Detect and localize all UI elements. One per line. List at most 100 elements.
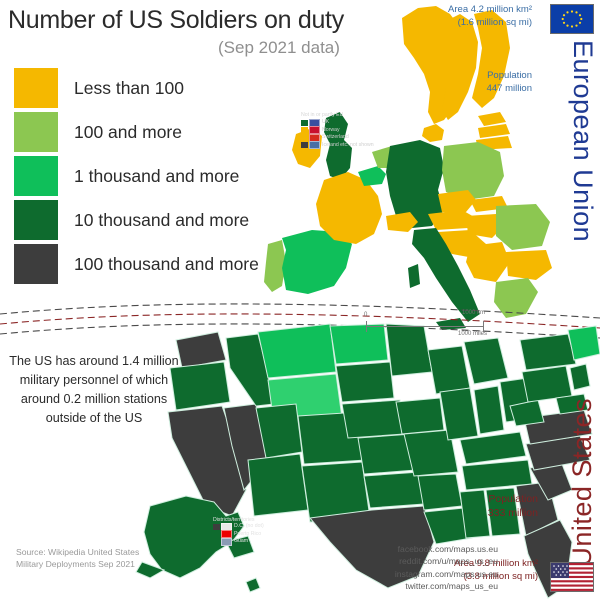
country-sweden-east: [442, 14, 478, 120]
eu-sublegend-row: Iceland etc. not shown: [301, 141, 374, 150]
scale-bar-line: [366, 326, 484, 327]
state-alaska-aleutians: [135, 561, 166, 579]
us-population-label: Population: [488, 493, 538, 505]
country-romania: [496, 204, 550, 250]
country-belgium: [358, 166, 386, 186]
state-indiana: [473, 385, 505, 435]
eu-sublegend-label: Iceland etc. not shown: [322, 141, 374, 148]
state-alabama: [485, 487, 521, 537]
legend-swatch: [14, 244, 58, 284]
state-texas: [309, 505, 435, 589]
us-sublegend-header: Districts/territories: [213, 517, 255, 523]
legend-swatch: [14, 112, 58, 152]
legend-item: 100 thousand and more: [14, 242, 259, 286]
legend-label: 100 and more: [74, 121, 182, 142]
us-sublegend-row: Puerto Rico: [213, 530, 264, 539]
state-washington: [175, 331, 227, 369]
state-illinois: [439, 387, 479, 441]
us-area-value: Area 9.8 million km²: [454, 558, 538, 569]
country-uk: [324, 112, 352, 180]
us-population-text: Population 333 million: [488, 492, 538, 520]
eu-sublegend-row: Switzerland: [301, 133, 374, 142]
us-sublegend-swatch: [213, 531, 220, 538]
legend-swatch: [14, 156, 58, 196]
eu-population-value: 447 million: [486, 82, 532, 94]
country-spain: [282, 230, 352, 294]
us-sublegend-row: Guam: [213, 537, 264, 546]
page-subtitle: (Sep 2021 data): [218, 38, 340, 57]
eu-sublegend-swatch: [301, 119, 308, 126]
country-latvia: [478, 124, 510, 138]
scale-bar: 0 1000 km 1000 miles: [364, 310, 487, 342]
eu-sublegend-header: Not in or partly EU: [301, 112, 344, 118]
eu-sublegend: Not in or partly EU UK Norway Switzerlan…: [301, 112, 374, 150]
state-iowa: [395, 397, 445, 435]
social-links[interactable]: facebook.com/maps.us.eu reddit.com/u/map…: [394, 544, 498, 592]
eu-sublegend-label: Norway: [322, 126, 340, 133]
eu-sublegend-swatch: [301, 142, 308, 149]
eu-sublegend-swatch: [301, 127, 308, 134]
eu-area-sub: (1.6 million sq mi): [457, 16, 532, 28]
legend-label: 10 thousand and more: [74, 209, 250, 230]
legend-label: 1 thousand and more: [74, 165, 240, 186]
country-greece: [494, 278, 538, 318]
eu-sublegend-swatch: [301, 134, 308, 141]
country-sardinia: [408, 264, 420, 288]
state-missouri: [403, 429, 459, 477]
country-germany: [386, 140, 444, 228]
eu-title: European Union: [568, 40, 598, 243]
state-south-dakota: [335, 361, 395, 403]
country-denmark: [422, 124, 444, 142]
country-hungary: [466, 214, 504, 238]
map-divider-band: [0, 303, 600, 339]
state-oregon: [169, 361, 231, 411]
country-portugal: [264, 240, 286, 292]
us-population-value: 333 million: [487, 507, 538, 520]
country-balkans: [466, 242, 510, 282]
legend-item: 10 thousand and more: [14, 198, 259, 242]
us-sublegend: Districts/territories D.C. (no dot) Puer…: [213, 517, 264, 546]
state-oklahoma: [363, 471, 425, 509]
eu-area-text: Area 4.2 million km² (1.6 million sq mi): [448, 4, 532, 30]
state-alaska-panhandle: [225, 535, 255, 559]
guam-flag-icon: [221, 537, 232, 546]
scale-bar-km-label: 1000 km: [462, 310, 486, 316]
us-sublegend-row: D.C. (no dot): [213, 522, 264, 531]
eu-area-value: Area 4.2 million km²: [448, 4, 532, 15]
state-arizona: [247, 453, 309, 517]
state-alaska: [143, 495, 245, 579]
us-sublegend-swatch: [213, 538, 220, 545]
eu-sublegend-label: UK: [322, 119, 330, 126]
country-finland: [472, 10, 510, 108]
legend-swatch: [14, 68, 58, 108]
eu-stars-icon: [561, 10, 583, 28]
state-hawaii: [245, 577, 261, 593]
us-sublegend-label: Guam: [234, 538, 249, 545]
country-italy: [412, 228, 480, 322]
eu-population-text: Population 447 million: [487, 70, 532, 96]
country-switzerland: [386, 212, 418, 232]
scale-bar-tick-start: [366, 321, 367, 332]
scale-bar-tick-end: [483, 321, 484, 332]
state-nebraska: [341, 399, 405, 439]
us-title: United States: [567, 398, 597, 567]
state-wisconsin: [427, 345, 471, 395]
us-personnel-note: The US has around 1.4 million military p…: [9, 354, 179, 425]
country-czechia: [438, 190, 476, 212]
state-new-york: [519, 333, 577, 371]
eu-flag-icon: [550, 4, 594, 34]
us-area-text: Area 9.8 million km² (3.8 million sq mi): [454, 558, 538, 584]
state-new-jersey: [569, 363, 591, 391]
divider-line-lower: [0, 323, 600, 339]
divider-line-mid: [0, 313, 600, 329]
iceland-flag-icon: [309, 141, 320, 150]
us-area-sub: (3.8 million sq mi): [463, 570, 538, 582]
country-austria: [428, 210, 476, 230]
us-sublegend-label: Puerto Rico: [234, 530, 262, 537]
legend-item: Less than 100: [14, 66, 259, 110]
page-title: Number of US Soldiers on duty: [8, 6, 344, 34]
legend: Less than 100 100 and more 1 thousand an…: [14, 66, 259, 286]
state-michigan: [463, 337, 509, 385]
eu-sublegend-label: Switzerland: [322, 134, 349, 141]
